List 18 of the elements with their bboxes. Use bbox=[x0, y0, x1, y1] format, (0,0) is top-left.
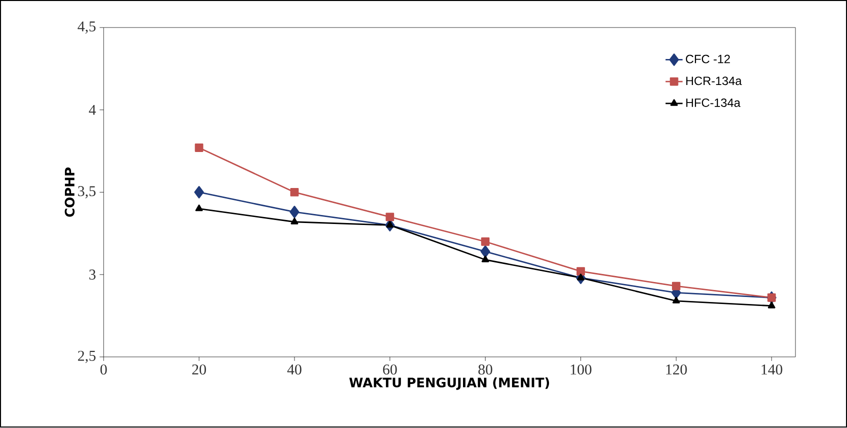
x-tick-label: 60 bbox=[383, 364, 397, 375]
y-tick-label: 4,5 bbox=[78, 22, 96, 34]
x-tick-label: 20 bbox=[192, 364, 206, 375]
y-tick-label: 4 bbox=[88, 105, 96, 116]
legend-label: HCR-134a bbox=[686, 76, 742, 86]
x-tick-label: 120 bbox=[666, 364, 687, 375]
x-tick-label: 140 bbox=[762, 364, 782, 375]
legend-label: HFC-134a bbox=[686, 98, 740, 108]
x-tick-label: 80 bbox=[478, 364, 492, 375]
x-axis-title: WAKTU PENGUJIAN (MENIT) bbox=[349, 378, 550, 390]
y-tick-label: 3 bbox=[89, 270, 96, 280]
y-tick-label: 3,5 bbox=[78, 186, 96, 199]
legend-label: CFC -12 bbox=[686, 55, 730, 64]
x-tick-label: 0 bbox=[100, 364, 107, 375]
y-tick-label: 2,5 bbox=[78, 351, 96, 364]
x-tick-label: 100 bbox=[570, 364, 592, 375]
y-axis-title: COPHP bbox=[64, 168, 75, 218]
x-tick-label: 40 bbox=[287, 364, 302, 375]
